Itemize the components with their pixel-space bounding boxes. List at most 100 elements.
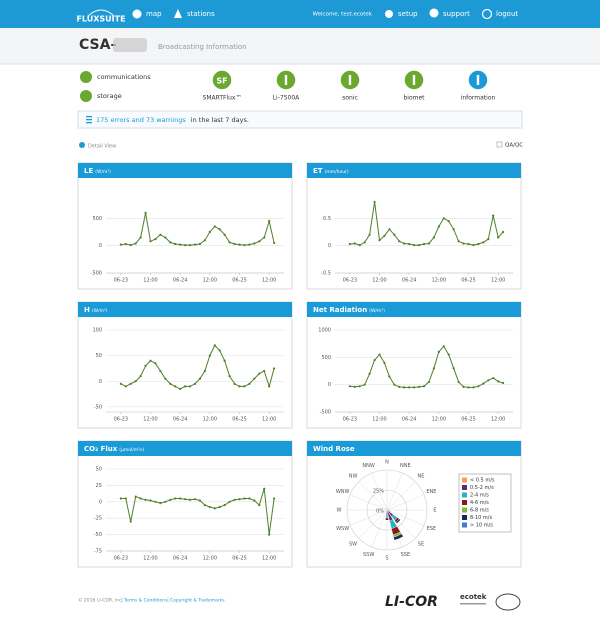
legend-label: > 10 m/s [470, 523, 493, 529]
data-point [492, 377, 495, 380]
data-point [273, 241, 276, 245]
y-tick-label: 1000 [318, 328, 331, 334]
legend-swatch [462, 477, 467, 483]
status-icon [80, 90, 92, 102]
direction-label: ESE [427, 526, 437, 532]
data-point [432, 367, 435, 370]
data-point [487, 238, 490, 241]
panel [77, 440, 293, 568]
x-tick-label: 06-24 [402, 417, 417, 423]
x-tick-label: 06-23 [343, 278, 358, 284]
x-tick-label: 12:00 [262, 417, 276, 423]
footer-link[interactable]: Terms & Conditions [123, 598, 168, 604]
y-tick-label: -0.5 [321, 271, 331, 277]
alert-icon [86, 119, 92, 121]
direction-label: NNW [362, 463, 374, 469]
data-point [233, 498, 236, 501]
data-point [238, 243, 241, 246]
data-point [378, 353, 381, 356]
data-point [432, 236, 435, 239]
rose-petal [394, 536, 404, 541]
data-point [427, 242, 431, 245]
qaqc-checkbox[interactable] [496, 141, 503, 148]
x-tick-label: 12:00 [203, 417, 217, 423]
x-tick-label: 06-25 [232, 417, 247, 423]
panel [77, 301, 293, 429]
data-point [198, 499, 202, 502]
map-icon [132, 9, 142, 19]
detail-view[interactable]: Detail View [88, 144, 116, 150]
data-point [472, 386, 475, 389]
panel-header [78, 163, 292, 178]
data-point [179, 387, 182, 391]
logo[interactable]: FLUXSUITE [76, 15, 125, 24]
data-point [248, 497, 251, 500]
data-point [413, 244, 416, 247]
alert-text: 175 errors and 73 warnings in the last 7… [96, 116, 249, 124]
footer-link[interactable]: Copyright & Trademarks [170, 598, 225, 604]
direction-label: NW [349, 474, 358, 480]
logout-icon [481, 8, 493, 20]
x-tick-label: 06-24 [173, 417, 188, 423]
title-text: Net Radiation [313, 306, 367, 314]
legend-swatch [462, 500, 467, 505]
data-point [238, 385, 241, 388]
nav: FLUXSUITE map stations Welcome, test.eco… [76, 8, 518, 24]
data-point [253, 499, 256, 502]
data-point [363, 383, 366, 386]
data-point [258, 372, 261, 375]
data-point [119, 497, 122, 500]
nav-link[interactable]: stations [187, 10, 215, 18]
data-point [437, 350, 440, 353]
data-point [378, 239, 381, 242]
legend-swatch [462, 507, 467, 513]
y-tick-label: -50 [94, 404, 102, 410]
title-text: LE [84, 167, 93, 175]
data-point [467, 386, 470, 389]
data-point [442, 345, 445, 348]
direction-label: NE [417, 474, 424, 480]
alert-link[interactable]: 175 errors and 73 warnings [96, 116, 186, 124]
data-point [373, 358, 376, 362]
y-tick-label: -25 [94, 516, 102, 522]
data-point [388, 375, 391, 378]
data-point [233, 242, 236, 246]
logo-arc [87, 9, 115, 17]
data-point [417, 385, 421, 388]
data-point [174, 242, 177, 246]
header-subtitle: Broadcasting Information [158, 43, 247, 51]
y-tick-label: 0 [99, 243, 102, 249]
data-point [184, 498, 187, 501]
data-point [223, 233, 226, 236]
data-point [383, 234, 386, 237]
direction-label: SE [418, 541, 424, 547]
data-point [243, 497, 246, 500]
nav-action[interactable]: setup [398, 10, 418, 18]
panel-header [307, 163, 521, 178]
data-point [273, 367, 276, 370]
data-point [368, 233, 371, 236]
rose-ring [366, 489, 408, 531]
data-point [467, 242, 470, 246]
data-point [248, 243, 251, 246]
data-point [348, 385, 351, 388]
nav-action[interactable]: support [443, 10, 470, 18]
panel-header [78, 441, 292, 456]
direction-label: NNE [400, 463, 411, 469]
x-tick-label: 06-23 [114, 556, 129, 562]
data-point [243, 244, 246, 247]
data-point [358, 244, 361, 247]
nav-action[interactable]: logout [496, 10, 518, 18]
x-tick-label: 12:00 [432, 417, 446, 423]
data-point [179, 497, 182, 500]
data-point [218, 228, 221, 231]
data-point [198, 242, 202, 246]
legend-swatch [462, 492, 467, 498]
data-point [417, 244, 421, 247]
nav-link[interactable]: map [146, 10, 162, 18]
data-point [462, 385, 465, 388]
data-point [169, 382, 172, 385]
direction-label: SSE [401, 552, 411, 558]
title-text: H [84, 306, 90, 314]
data-point [233, 382, 236, 385]
